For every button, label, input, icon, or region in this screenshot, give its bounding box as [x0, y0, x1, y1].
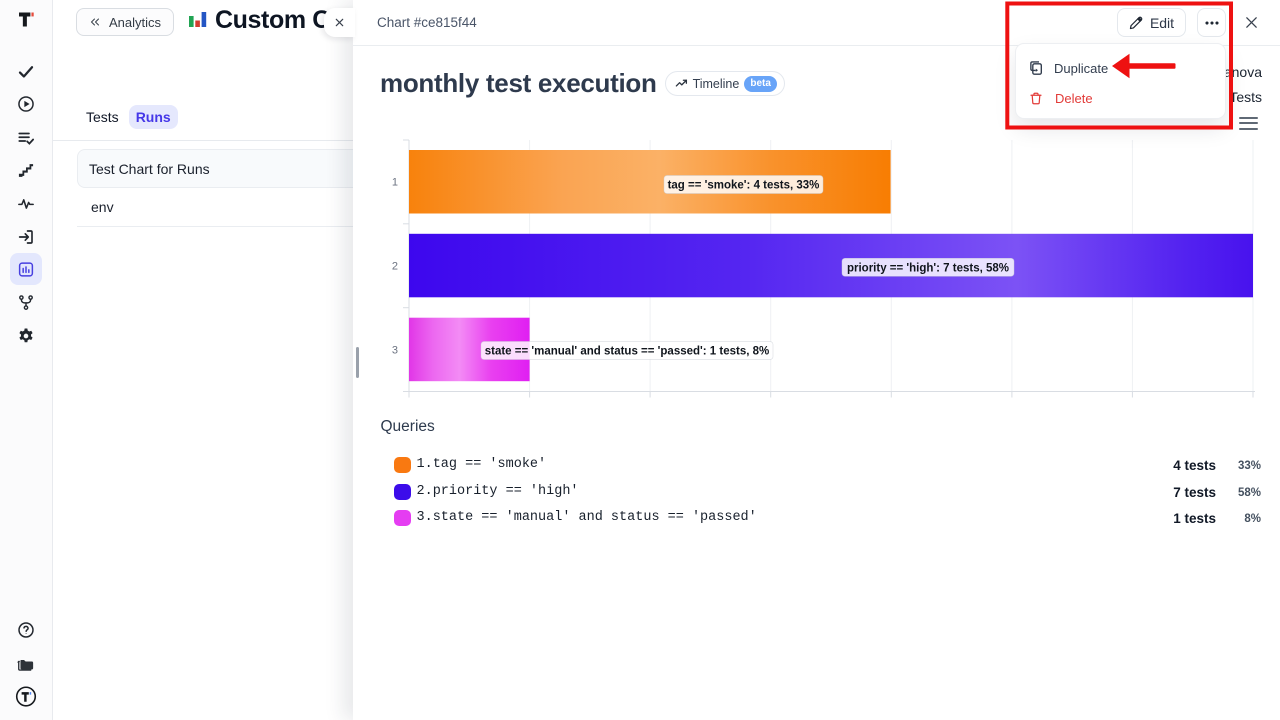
svg-text:tag == 'smoke': 4 tests, 33%: tag == 'smoke': 4 tests, 33% [668, 180, 820, 192]
svg-text:2: 2 [392, 261, 398, 273]
svg-text:priority == 'high': 7 tests, 5: priority == 'high': 7 tests, 58% [847, 262, 1009, 274]
svg-text:1: 1 [392, 177, 398, 189]
svg-text:state == 'manual' and status =: state == 'manual' and status == 'passed'… [485, 346, 770, 358]
svg-text:3: 3 [392, 344, 398, 356]
